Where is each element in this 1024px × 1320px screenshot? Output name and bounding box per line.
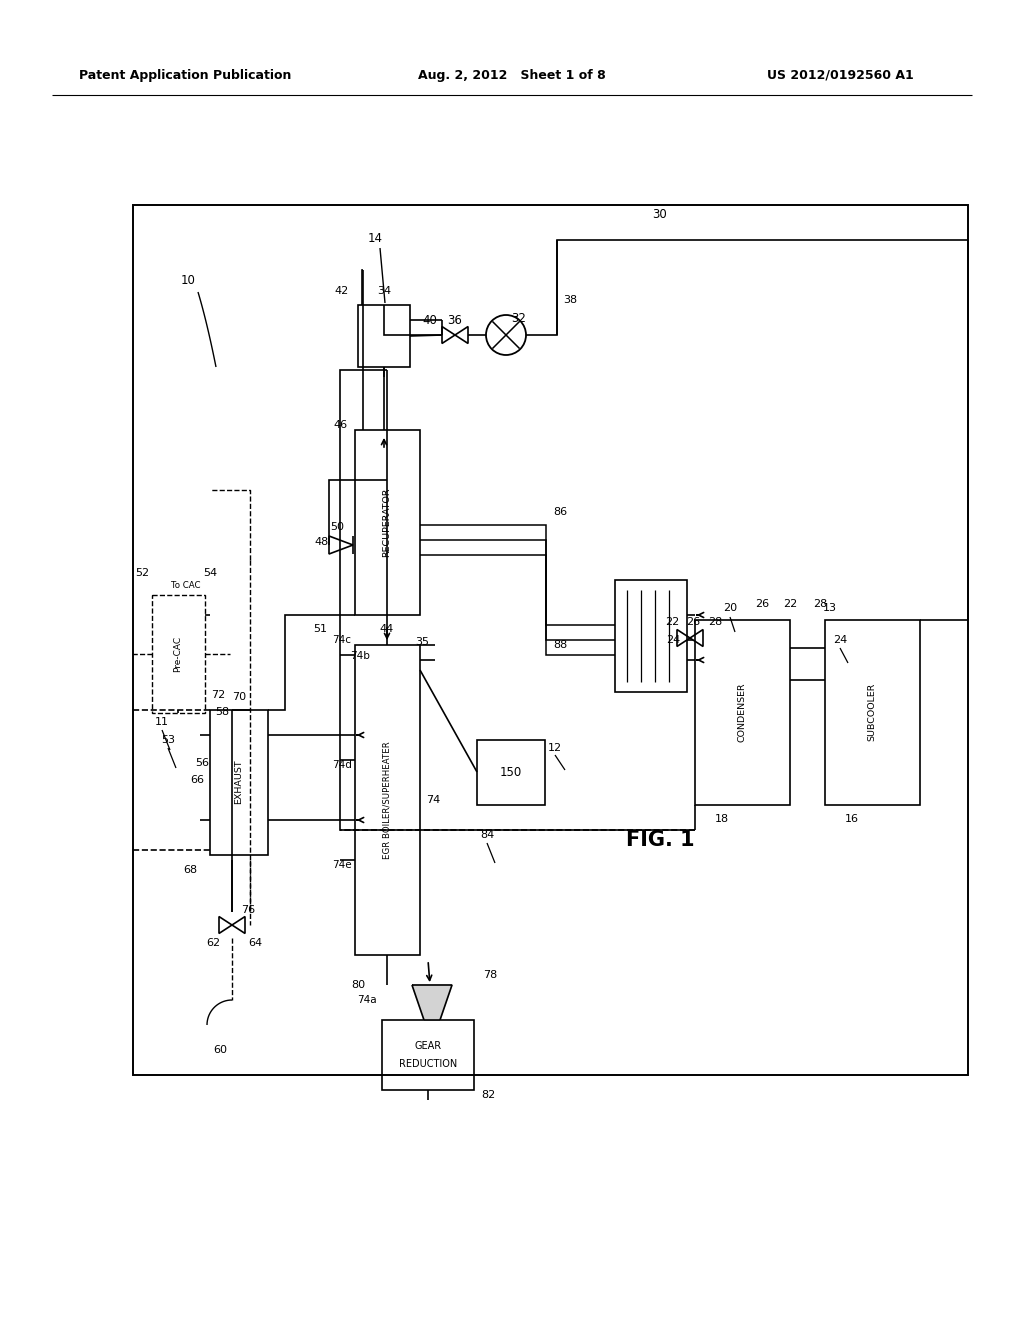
Text: 13: 13 xyxy=(823,603,837,612)
Text: 86: 86 xyxy=(553,507,567,517)
Text: 80: 80 xyxy=(351,979,366,990)
Text: 28: 28 xyxy=(708,616,722,627)
Text: 54: 54 xyxy=(203,568,217,578)
Bar xyxy=(133,205,968,1074)
Text: Patent Application Publication: Patent Application Publication xyxy=(79,69,291,82)
Text: 40: 40 xyxy=(423,314,437,326)
Text: 62: 62 xyxy=(206,939,220,948)
Text: CONDENSER: CONDENSER xyxy=(737,682,746,742)
Text: EGR BOILER/SUPERHEATER: EGR BOILER/SUPERHEATER xyxy=(383,741,391,859)
Text: 22: 22 xyxy=(665,616,679,627)
Text: 78: 78 xyxy=(483,970,497,979)
Text: 76: 76 xyxy=(241,906,255,915)
Text: 51: 51 xyxy=(313,624,327,634)
Text: 10: 10 xyxy=(180,273,196,286)
Bar xyxy=(477,741,545,805)
Text: 32: 32 xyxy=(512,312,526,325)
Text: 48: 48 xyxy=(314,537,329,546)
Text: 20: 20 xyxy=(723,603,737,612)
Text: 28: 28 xyxy=(813,599,827,609)
Bar xyxy=(695,620,790,805)
Text: 36: 36 xyxy=(447,314,463,326)
Bar xyxy=(152,595,205,713)
Text: 35: 35 xyxy=(415,638,429,647)
Text: 16: 16 xyxy=(845,814,859,824)
Text: 74e: 74e xyxy=(332,861,352,870)
Text: 70: 70 xyxy=(232,692,246,702)
Bar xyxy=(382,1020,474,1090)
Text: 50: 50 xyxy=(330,521,344,532)
Bar xyxy=(615,579,687,692)
Text: To CAC: To CAC xyxy=(171,581,201,590)
Text: 60: 60 xyxy=(213,1045,227,1055)
Text: REDUCTION: REDUCTION xyxy=(399,1059,457,1069)
Text: 56: 56 xyxy=(195,758,209,768)
Text: 12: 12 xyxy=(548,743,562,752)
Text: 88: 88 xyxy=(553,640,567,649)
Bar xyxy=(355,430,420,615)
Text: 18: 18 xyxy=(715,814,729,824)
Text: US 2012/0192560 A1: US 2012/0192560 A1 xyxy=(767,69,913,82)
Text: 44: 44 xyxy=(380,624,394,634)
Text: 66: 66 xyxy=(190,775,204,785)
Text: Aug. 2, 2012   Sheet 1 of 8: Aug. 2, 2012 Sheet 1 of 8 xyxy=(418,69,606,82)
Text: 58: 58 xyxy=(215,708,229,717)
Text: 74c: 74c xyxy=(333,635,351,645)
Text: 24: 24 xyxy=(666,635,680,645)
Bar xyxy=(210,710,268,855)
Text: SUBCOOLER: SUBCOOLER xyxy=(867,682,877,742)
Text: 11: 11 xyxy=(155,717,169,727)
Bar xyxy=(825,620,920,805)
Text: 24: 24 xyxy=(833,635,847,645)
Text: 26: 26 xyxy=(755,599,769,609)
Text: 26: 26 xyxy=(686,616,700,627)
Text: 14: 14 xyxy=(368,231,383,244)
Text: 30: 30 xyxy=(652,209,668,222)
Text: GEAR: GEAR xyxy=(415,1041,441,1051)
Bar xyxy=(358,305,410,367)
Text: FIG. 1: FIG. 1 xyxy=(626,830,694,850)
Text: 46: 46 xyxy=(333,420,347,430)
Text: 22: 22 xyxy=(783,599,797,609)
Text: 74d: 74d xyxy=(332,760,352,770)
Text: 84: 84 xyxy=(480,830,495,840)
Text: EXHAUST: EXHAUST xyxy=(234,760,244,804)
Text: 68: 68 xyxy=(183,865,197,875)
Text: 53: 53 xyxy=(161,735,175,744)
Text: 52: 52 xyxy=(135,568,150,578)
Text: 38: 38 xyxy=(563,294,578,305)
Text: Pre-CAC: Pre-CAC xyxy=(173,636,182,672)
Text: 74b: 74b xyxy=(350,651,370,661)
Text: RECUPERATOR: RECUPERATOR xyxy=(383,487,391,557)
Text: 42: 42 xyxy=(335,286,349,296)
Text: 150: 150 xyxy=(500,766,522,779)
Bar xyxy=(355,645,420,954)
Polygon shape xyxy=(412,985,452,1020)
Text: 64: 64 xyxy=(248,939,262,948)
Text: 74: 74 xyxy=(426,795,440,805)
Text: 34: 34 xyxy=(377,286,391,296)
Text: 82: 82 xyxy=(481,1090,496,1100)
Text: 72: 72 xyxy=(211,690,225,700)
Text: 74a: 74a xyxy=(357,995,377,1005)
